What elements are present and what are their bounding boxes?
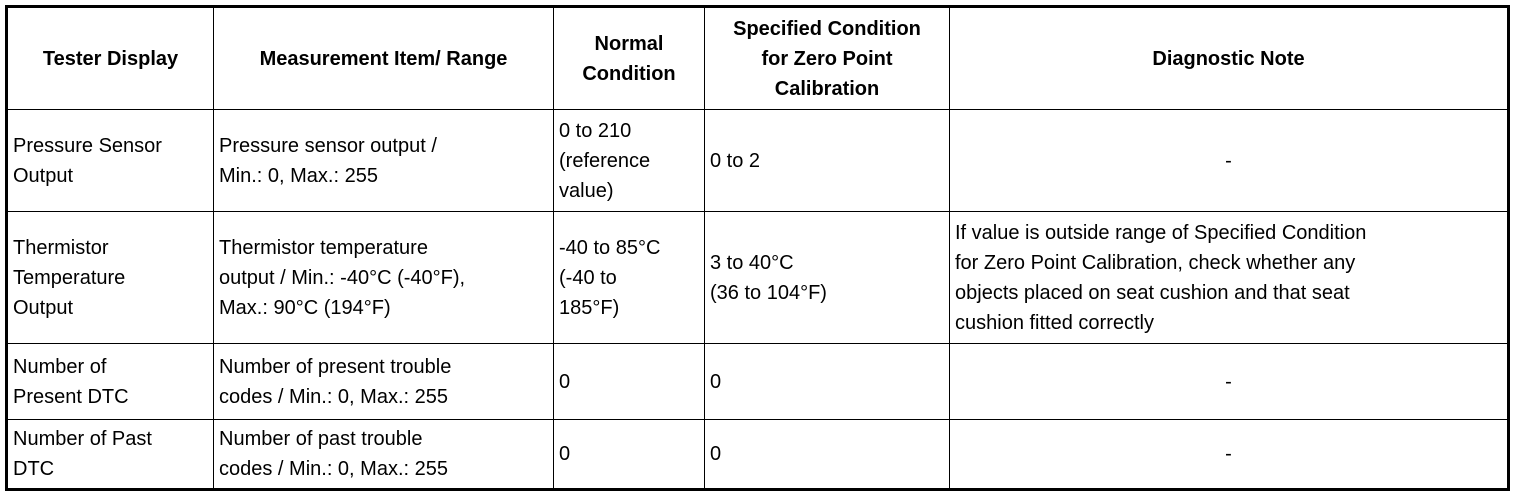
- cell-text: Pressure sensor output /: [219, 134, 437, 157]
- cell-text: (reference: [559, 149, 651, 172]
- cell-text: Measurement Item/ Range: [259, 47, 508, 70]
- cell-text: Thermistor: [13, 236, 109, 259]
- cell-text: Pressure Sensor: [13, 134, 162, 157]
- table-cell: 0: [704, 343, 950, 420]
- cell-text: Condition: [582, 62, 676, 85]
- cell-text: Number of present trouble: [219, 355, 452, 378]
- header-cell: Normal Condition: [553, 6, 705, 110]
- cell-text: Specified Condition: [733, 17, 921, 40]
- cell-text: for Zero Point: [761, 47, 893, 70]
- header-row: Tester Display Measurement Item/ Range Nor…: [6, 6, 1509, 110]
- header-cell: Tester Display: [6, 6, 214, 110]
- table-cell: 0: [704, 419, 950, 490]
- cell-text: 0: [559, 443, 571, 465]
- table-cell: -40 to 85°C (-40 to 185°F): [553, 211, 705, 344]
- cell-text: If value is outside range of Specified C…: [955, 221, 1367, 244]
- cell-text: objects placed on seat cushion and that …: [955, 281, 1350, 304]
- table-row: Thermistor Temperature Output Thermistor te…: [6, 211, 1509, 344]
- table-row: Number of Past DTC Number of past trouble c…: [6, 419, 1509, 490]
- table-cell: -: [949, 343, 1509, 420]
- table-cell: Number of Present DTC: [6, 343, 214, 420]
- cell-text: -: [1225, 443, 1232, 465]
- cell-text: Temperature: [13, 266, 126, 289]
- table-row: Pressure Sensor Output Pressure sensor out…: [6, 109, 1509, 212]
- cell-text: Output: [13, 296, 74, 319]
- cell-text: Calibration: [774, 77, 880, 100]
- cell-text: cushion fitted correctly: [955, 311, 1154, 334]
- cell-text: Max.: 90°C (194°F): [219, 296, 391, 319]
- cell-text: Tester Display: [42, 47, 179, 70]
- cell-text: 0: [710, 370, 722, 393]
- table-cell: 0: [553, 343, 705, 420]
- cell-text: (-40 to: [559, 266, 617, 289]
- cell-text: Normal: [594, 32, 664, 55]
- cell-text: -: [1225, 370, 1232, 393]
- cell-text: 3 to 40°C: [710, 251, 794, 274]
- cell-text: Number of: [13, 355, 107, 378]
- cell-text: Min.: 0, Max.: 255: [219, 164, 378, 187]
- header-cell: Diagnostic Note: [949, 6, 1509, 110]
- cell-text: value): [559, 179, 614, 202]
- cell-text: 0 to 2: [710, 149, 761, 172]
- table-cell: Number of past trouble codes / Min.: 0, M…: [213, 419, 554, 490]
- cell-text: 0: [710, 443, 722, 465]
- header-cell: Measurement Item/ Range: [213, 6, 554, 110]
- cell-text: Output: [13, 164, 74, 187]
- cell-text: Thermistor temperature: [219, 236, 428, 259]
- cell-text: -: [1225, 149, 1232, 172]
- cell-text: Diagnostic Note: [1152, 47, 1305, 70]
- cell-text: Number of Past: [13, 428, 152, 450]
- table-body: Pressure Sensor Output Pressure sensor out…: [6, 109, 1509, 490]
- table-cell: Thermistor temperature output / Min.: -40…: [213, 211, 554, 344]
- table-cell: -: [949, 419, 1509, 490]
- cell-text: Number of past trouble: [219, 428, 423, 450]
- cell-text: output / Min.: -40°C (-40°F),: [219, 266, 466, 289]
- table-row: Number of Present DTC Number of present tr…: [6, 343, 1509, 420]
- table-cell: 0 to 210 (reference value): [553, 109, 705, 212]
- table-cell: Number of Past DTC: [6, 419, 214, 490]
- cell-text: for Zero Point Calibration, check whethe…: [955, 251, 1356, 274]
- table-cell: If value is outside range of Specified C…: [949, 211, 1509, 344]
- table-cell: Pressure sensor output / Min.: 0, Max.: 2…: [213, 109, 554, 212]
- table-cell: -: [949, 109, 1509, 212]
- cell-text: DTC: [13, 458, 55, 480]
- table-cell: 0 to 2: [704, 109, 950, 212]
- cell-text: 185°F): [559, 296, 620, 319]
- cell-text: codes / Min.: 0, Max.: 255: [219, 385, 448, 408]
- table-cell: Pressure Sensor Output: [6, 109, 214, 212]
- cell-text: 0: [559, 370, 571, 393]
- cell-text: -40 to 85°C: [559, 236, 661, 259]
- cell-text: Present DTC: [13, 385, 129, 408]
- table-cell: 3 to 40°C (36 to 104°F): [704, 211, 950, 344]
- table-cell: Number of present trouble codes / Min.: 0…: [213, 343, 554, 420]
- data-table: Tester Display Measurement Item/ Range Nor…: [5, 5, 1510, 491]
- table-cell: Thermistor Temperature Output: [6, 211, 214, 344]
- header-cell: Specified Condition for Zero Point Calibra…: [704, 6, 950, 110]
- table-header: Tester Display Measurement Item/ Range Nor…: [6, 6, 1509, 110]
- cell-text: 0 to 210: [559, 119, 632, 142]
- cell-text: (36 to 104°F): [710, 281, 827, 304]
- table-cell: 0: [553, 419, 705, 490]
- cell-text: codes / Min.: 0, Max.: 255: [219, 458, 448, 480]
